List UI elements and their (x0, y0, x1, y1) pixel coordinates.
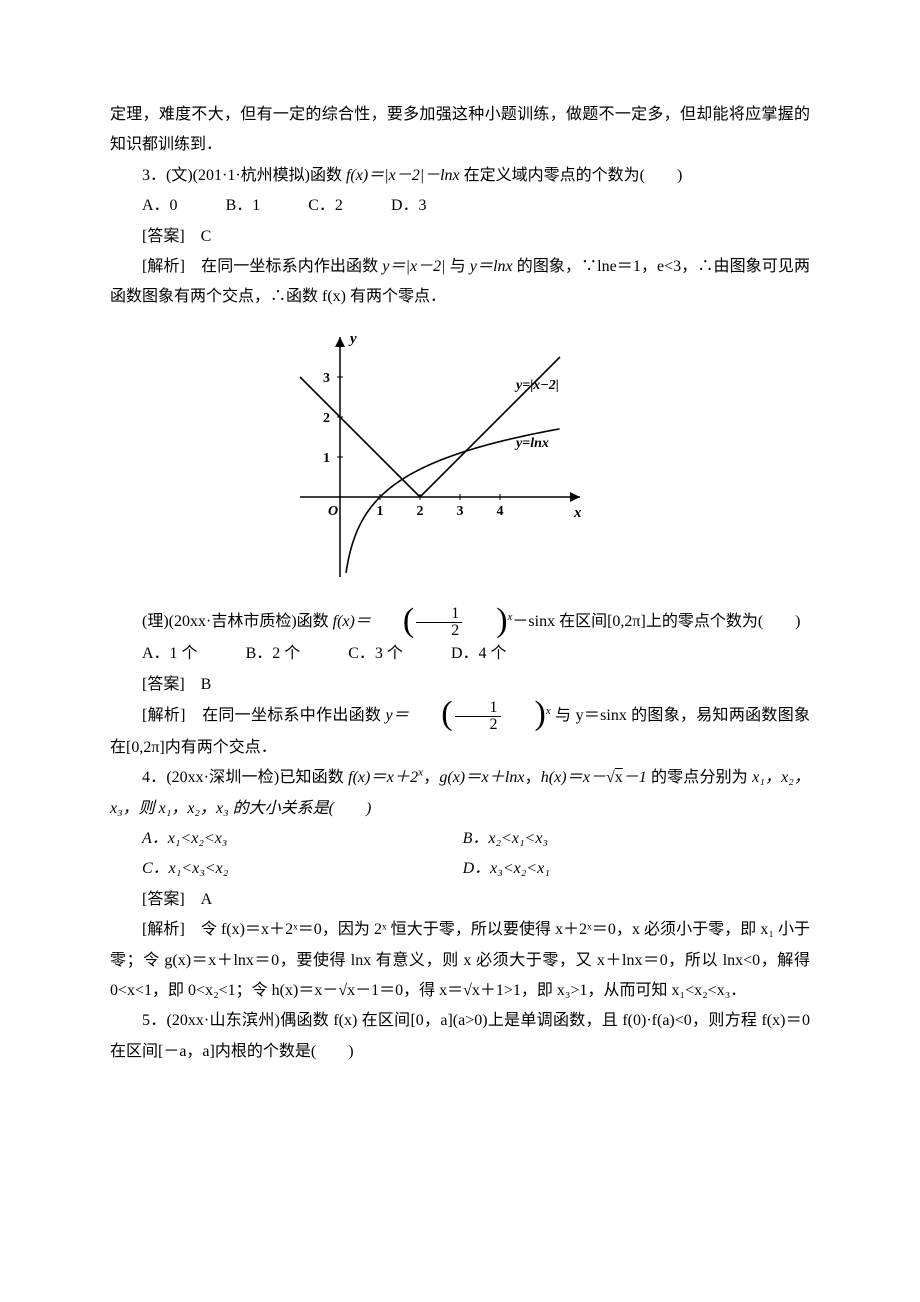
svg-text:x: x (573, 505, 582, 521)
svg-text:3: 3 (323, 371, 330, 386)
q4-hx-b: －1 (623, 769, 647, 786)
q3li-sol-a: [解析] 在同一坐标系中作出函数 (142, 707, 386, 724)
q4-stem-b: 的零点分别为 (647, 769, 752, 786)
choice-d: D．3 (391, 191, 427, 221)
sol-y2: y＝lnx (470, 258, 513, 275)
q4-hx-a: h(x)＝x－ (541, 769, 606, 786)
choice-c: C．3 个 (348, 639, 403, 669)
choice-a: A．x₁<x₂<x₃ (142, 824, 463, 854)
choice-d: D．x₃<x₂<x₁ (463, 854, 784, 884)
q3li-y-pre: y＝ (386, 707, 410, 724)
sol-a: [解析] 在同一坐标系内作出函数 (142, 258, 382, 275)
choice-a: A．1 个 (142, 639, 198, 669)
q4-answer: [答案] A (110, 885, 810, 915)
q4-stem: 4．(20xx·深圳一检)已知函数 f(x)＝x＋2x，g(x)＝x＋lnx，h… (110, 763, 810, 824)
q3-li-stem: (理)(20xx·吉林市质检)函数 f(x)＝(12)x－sinx 在区间[0,… (110, 606, 810, 639)
chart-svg: 1 2 3 4 1 2 3 Ox y y=|x−2| y=lnx (280, 317, 640, 587)
q5-stem: 5．(20xx·山东滨州)偶函数 f(x) 在区间[0，a](a>0)上是单调函… (110, 1006, 810, 1067)
q3li-fx-pre: f(x)＝ (333, 613, 371, 630)
sol-and: 与 (446, 258, 470, 275)
svg-text:1: 1 (377, 504, 384, 519)
svg-text:O: O (328, 504, 338, 519)
svg-text:4: 4 (497, 504, 504, 519)
svg-text:y=|x−2|: y=|x−2| (514, 378, 559, 393)
q3-li-choices: A．1 个 B．2 个 C．3 个 D．4 个 (110, 639, 810, 669)
sol-y1: y＝|x－2| (382, 258, 445, 275)
q4-fx-exp: x (418, 767, 423, 779)
frac-half-2: 12 (455, 700, 501, 733)
q3-wen-stem: 3．(文)(201·1·杭州模拟)函数 f(x)＝|x－2|－lnx 在定义域内… (110, 161, 810, 191)
choice-c: C．2 (308, 191, 343, 221)
q4-fx: f(x)＝x＋2 (348, 769, 418, 786)
svg-text:y=lnx: y=lnx (514, 436, 549, 451)
choice-d: D．4 个 (451, 639, 507, 669)
q3-chart: 1 2 3 4 1 2 3 Ox y y=|x−2| y=lnx (110, 317, 810, 598)
q3-wen-stem-b: 在定义域内零点的个数为( ) (460, 167, 683, 184)
q3-wen-choices: A．0 B．1 C．2 D．3 (110, 191, 810, 221)
frac-half: 12 (416, 606, 462, 639)
svg-text:2: 2 (417, 504, 424, 519)
q4-gx: g(x)＝x＋lnx (439, 769, 524, 786)
intro-line: 定理，难度不大，但有一定的综合性，要多加强这种小题训练，做题不一定多，但却能将应… (110, 100, 810, 161)
q3-wen-stem-a: 3．(文)(201·1·杭州模拟)函数 (142, 167, 346, 184)
choice-b: B．2 个 (246, 639, 301, 669)
choice-b: B．1 (226, 191, 261, 221)
q3-wen-solution: [解析] 在同一坐标系内作出函数 y＝|x－2| 与 y＝lnx 的图象，∵ln… (110, 252, 810, 313)
q3-wen-fx: f(x)＝|x－2|－lnx (346, 167, 460, 184)
choice-c: C．x₁<x₃<x₂ (142, 854, 463, 884)
q4-solution: [解析] 令 f(x)＝x＋2ˣ＝0，因为 2ˣ 恒大于零，所以要使得 x＋2ˣ… (110, 915, 810, 1006)
svg-text:1: 1 (323, 451, 330, 466)
q4-stem-a: 4．(20xx·深圳一检)已知函数 (142, 769, 348, 786)
q3-li-answer: [答案] B (110, 670, 810, 700)
sqrt-x-icon: √x (606, 769, 623, 786)
svg-text:y: y (348, 331, 357, 347)
choice-a: A．0 (142, 191, 178, 221)
q3li-stem-b: －sinx 在区间[0,2π]上的零点个数为( ) (512, 613, 800, 630)
q3-li-solution: [解析] 在同一坐标系中作出函数 y＝(12)x 与 y＝sinx 的图象，易知… (110, 700, 810, 763)
svg-text:2: 2 (323, 411, 330, 426)
q3li-stem-a: (理)(20xx·吉林市质检)函数 (142, 613, 333, 630)
svg-text:3: 3 (457, 504, 464, 519)
q4-choices: A．x₁<x₂<x₃ B．x₂<x₁<x₃ C．x₁<x₃<x₂ D．x₃<x₂… (110, 824, 810, 885)
choice-b: B．x₂<x₁<x₃ (463, 824, 784, 854)
q3-wen-answer: [答案] C (110, 222, 810, 252)
